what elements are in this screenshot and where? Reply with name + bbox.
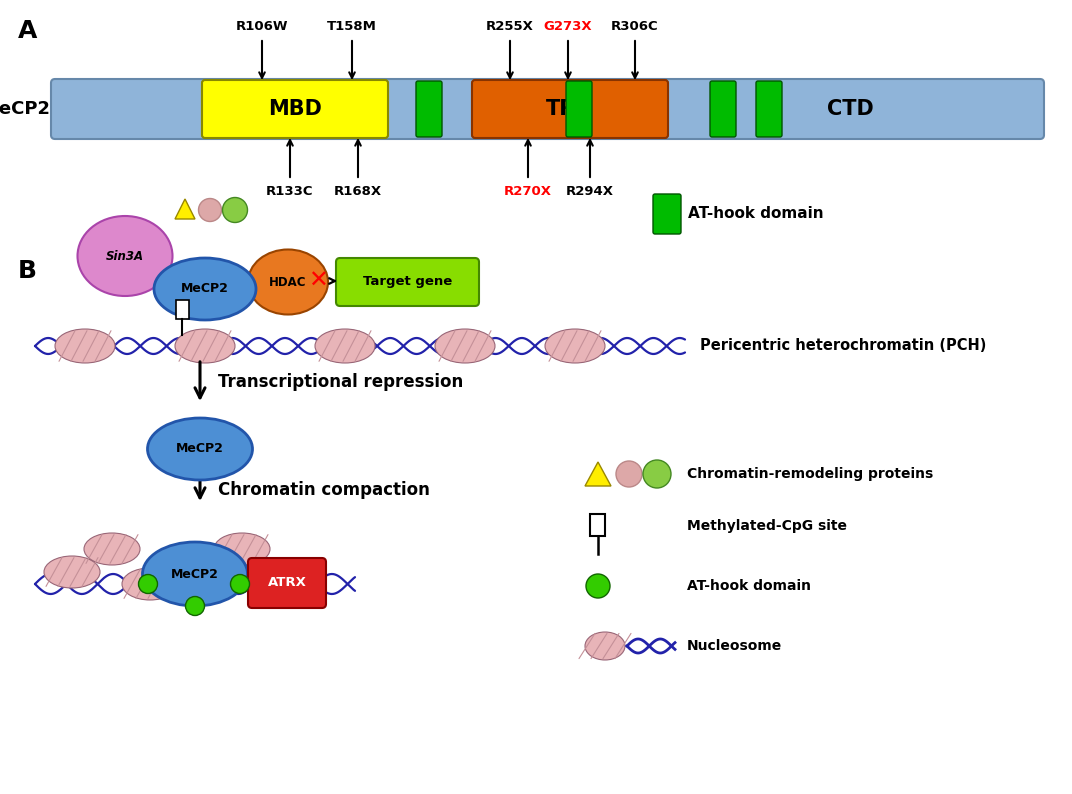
- Circle shape: [586, 574, 610, 598]
- FancyBboxPatch shape: [336, 258, 479, 306]
- Ellipse shape: [254, 560, 310, 592]
- Bar: [591, 514, 606, 536]
- Text: CTD: CTD: [827, 99, 874, 119]
- FancyBboxPatch shape: [51, 79, 1044, 139]
- Ellipse shape: [148, 418, 253, 480]
- Text: Methylated-CpG site: Methylated-CpG site: [687, 519, 847, 533]
- Ellipse shape: [545, 329, 605, 363]
- Text: Transcriptional repression: Transcriptional repression: [218, 373, 463, 391]
- Text: MeCP2: MeCP2: [181, 283, 229, 295]
- FancyBboxPatch shape: [248, 558, 326, 608]
- Bar: [176, 300, 189, 319]
- Text: Chromatin-remodeling proteins: Chromatin-remodeling proteins: [687, 467, 934, 481]
- FancyBboxPatch shape: [202, 80, 388, 138]
- Text: MeCP2: MeCP2: [172, 568, 219, 580]
- Text: AT-hook domain: AT-hook domain: [688, 206, 823, 222]
- Ellipse shape: [84, 533, 140, 565]
- Ellipse shape: [143, 542, 248, 606]
- Ellipse shape: [585, 632, 625, 660]
- Text: A: A: [18, 19, 38, 43]
- Text: R133C: R133C: [266, 185, 314, 198]
- Text: AT-hook domain: AT-hook domain: [687, 579, 812, 593]
- Ellipse shape: [315, 329, 375, 363]
- Ellipse shape: [44, 556, 100, 588]
- Text: ✕: ✕: [308, 269, 328, 293]
- Circle shape: [223, 198, 248, 222]
- Text: MBD: MBD: [268, 99, 322, 119]
- Circle shape: [230, 575, 250, 593]
- Text: R255X: R255X: [486, 20, 534, 33]
- Polygon shape: [175, 199, 195, 219]
- Circle shape: [185, 596, 205, 615]
- FancyBboxPatch shape: [756, 81, 781, 137]
- Text: Pericentric heterochromatin (PCH): Pericentric heterochromatin (PCH): [700, 338, 986, 353]
- Text: T158M: T158M: [327, 20, 377, 33]
- Ellipse shape: [435, 329, 495, 363]
- FancyBboxPatch shape: [566, 81, 592, 137]
- Text: R106W: R106W: [236, 20, 288, 33]
- Text: MeCP2: MeCP2: [176, 442, 224, 456]
- Text: MeCP2: MeCP2: [0, 100, 50, 118]
- Ellipse shape: [248, 249, 328, 314]
- Ellipse shape: [154, 258, 256, 320]
- Circle shape: [643, 460, 671, 488]
- Text: TRD: TRD: [547, 99, 594, 119]
- Ellipse shape: [214, 533, 270, 565]
- FancyBboxPatch shape: [472, 80, 668, 138]
- Ellipse shape: [77, 216, 173, 296]
- Text: G273X: G273X: [544, 20, 593, 33]
- FancyBboxPatch shape: [710, 81, 736, 137]
- Text: Chromatin compaction: Chromatin compaction: [218, 481, 430, 499]
- Circle shape: [198, 198, 222, 222]
- Text: Nucleosome: Nucleosome: [687, 639, 783, 653]
- Circle shape: [138, 575, 158, 593]
- Circle shape: [616, 461, 642, 487]
- Text: Target gene: Target gene: [363, 276, 452, 288]
- Text: HDAC: HDAC: [269, 276, 307, 288]
- Text: R294X: R294X: [566, 185, 614, 198]
- Text: R168X: R168X: [334, 185, 382, 198]
- Ellipse shape: [175, 329, 235, 363]
- FancyBboxPatch shape: [653, 194, 681, 234]
- Polygon shape: [585, 462, 611, 486]
- Ellipse shape: [122, 568, 178, 600]
- Text: ATRX: ATRX: [268, 576, 307, 589]
- Text: B: B: [18, 259, 38, 283]
- Text: R306C: R306C: [611, 20, 659, 33]
- FancyBboxPatch shape: [416, 81, 442, 137]
- Text: Sin3A: Sin3A: [106, 249, 144, 263]
- Text: R270X: R270X: [504, 185, 552, 198]
- Ellipse shape: [55, 329, 115, 363]
